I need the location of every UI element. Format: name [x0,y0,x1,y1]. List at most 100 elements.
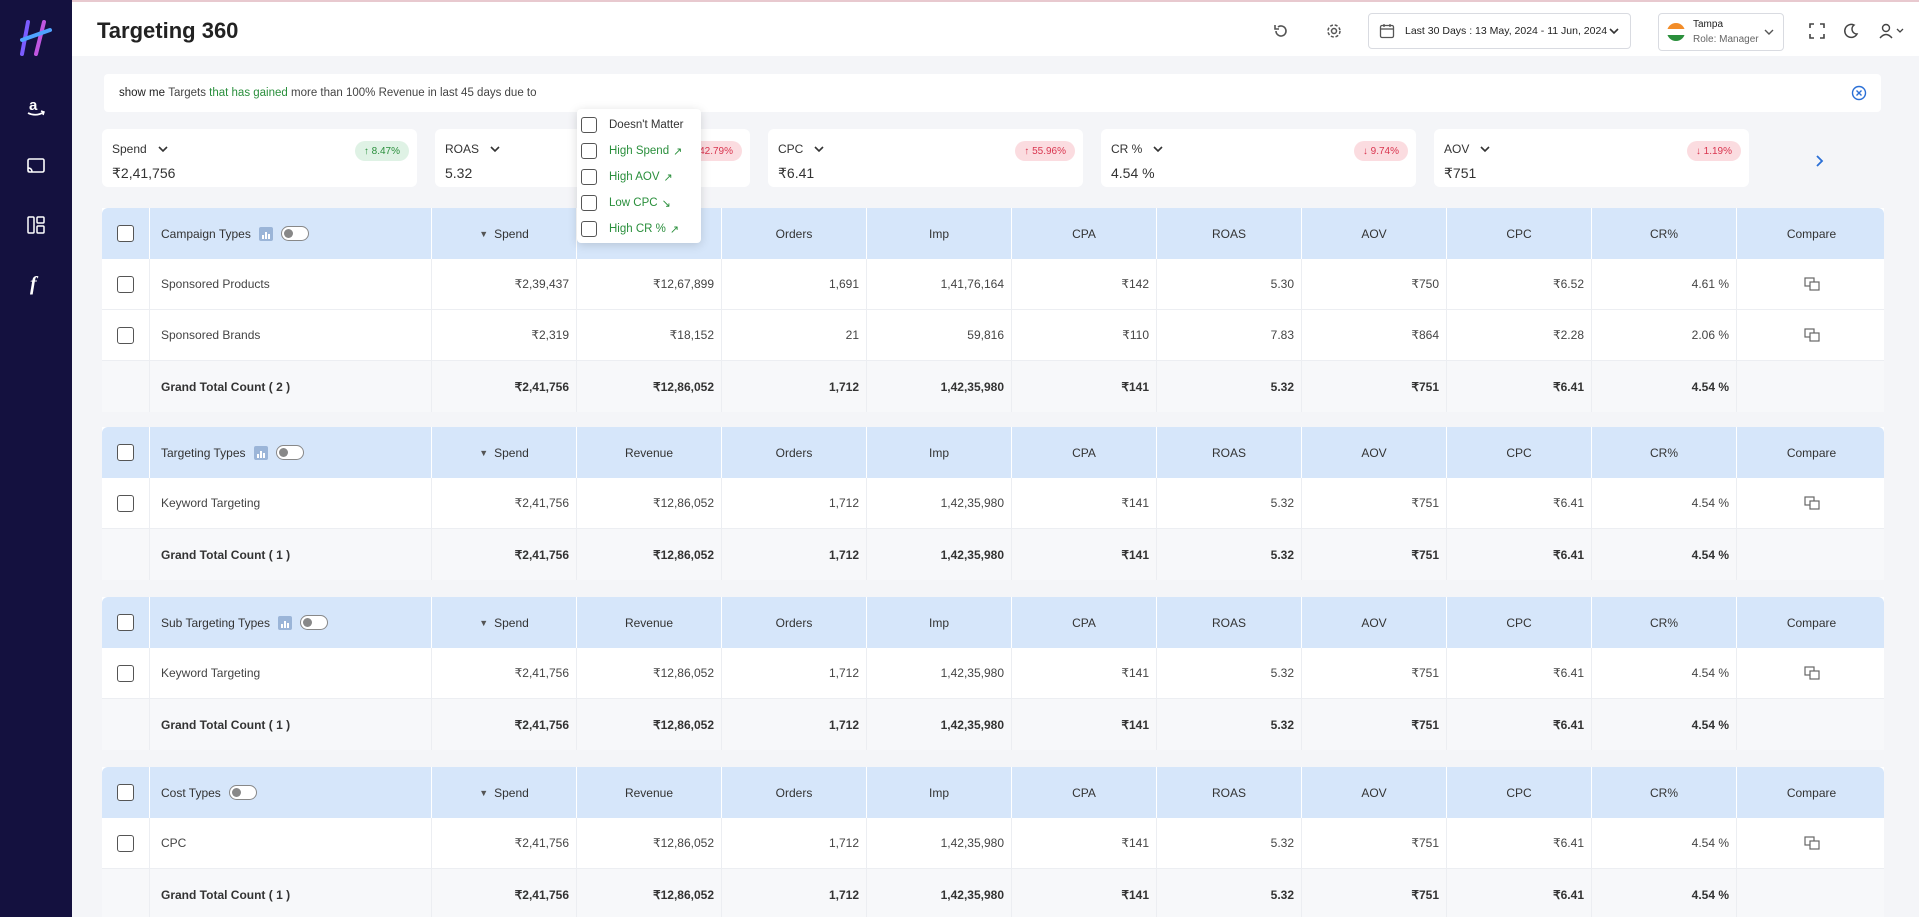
column-header-cpc[interactable]: CPC [1447,597,1592,648]
clear-query-icon[interactable] [1851,85,1867,101]
column-header-orders[interactable]: Orders [722,427,867,478]
chart-toggle[interactable] [228,785,257,800]
column-header-crpct[interactable]: CR% [1592,597,1737,648]
column-header-imp[interactable]: Imp [867,427,1012,478]
column-header-spend[interactable]: ▼ Spend [432,767,577,818]
column-header-aov[interactable]: AOV [1302,767,1447,818]
column-header-spend[interactable]: ▼ Spend [432,427,577,478]
compare-icon[interactable] [1739,648,1884,698]
column-header-revenue[interactable]: Revenue [577,767,722,818]
chart-icon[interactable] [277,615,292,630]
column-header-orders[interactable]: Orders [722,597,867,648]
table-row[interactable]: Sponsored Products ₹2,39,437 ₹12,67,899 1,6… [102,259,1884,310]
column-header-crpct[interactable]: CR% [1592,767,1737,818]
date-range-picker[interactable]: Last 30 Days : 13 May, 2024 - 11 Jun, 20… [1368,13,1631,49]
select-all-checkbox[interactable] [117,784,134,801]
chart-icon[interactable] [258,226,273,241]
chart-toggle[interactable] [280,226,309,241]
column-header-cpa[interactable]: CPA [1012,767,1157,818]
chart-icon[interactable] [253,445,268,460]
checkbox[interactable] [581,169,597,185]
metric-selector[interactable]: ROAS [445,142,501,156]
column-header-cpa[interactable]: CPA [1012,597,1157,648]
column-header-cpa[interactable]: CPA [1012,427,1157,478]
checkbox[interactable] [581,221,597,237]
column-header-roas[interactable]: ROAS [1157,208,1302,259]
chart-toggle[interactable] [275,445,304,460]
row-checkbox[interactable] [117,834,134,852]
column-header-roas[interactable]: ROAS [1157,427,1302,478]
column-header-aov[interactable]: AOV [1302,427,1447,478]
checkbox[interactable] [581,195,597,211]
metric-selector[interactable]: CPC [778,142,825,156]
metric-selector[interactable]: Spend [112,142,169,156]
sort-desc-icon[interactable]: ▼ [479,447,489,458]
column-header-imp[interactable]: Imp [867,597,1012,648]
row-checkbox[interactable] [117,326,134,344]
nl-query-input[interactable]: show me Targets that has gained more tha… [104,74,1881,112]
column-header-aov[interactable]: AOV [1302,208,1447,259]
row-checkbox[interactable] [117,664,134,682]
row-checkbox[interactable] [117,494,134,512]
location-role-selector[interactable]: Tampa Role: Manager [1658,13,1784,51]
column-header-cpc[interactable]: CPC [1447,427,1592,478]
reason-option-high-aov[interactable]: High AOV ↗ [577,164,701,190]
metric-card-aov[interactable]: AOV ₹751 ↓ 1.19% [1434,129,1749,187]
column-header-cpc[interactable]: CPC [1447,767,1592,818]
query-part-entity[interactable]: Targets [168,87,206,99]
table-row[interactable]: Keyword Targeting ₹2,41,756 ₹12,86,052 1,71… [102,648,1884,699]
table-row[interactable]: Keyword Targeting ₹2,41,756 ₹12,86,052 1,71… [102,478,1884,529]
dark-mode-moon-icon[interactable] [1840,20,1862,42]
column-header-orders[interactable]: Orders [722,767,867,818]
fullscreen-icon[interactable] [1806,20,1828,42]
app-logo-icon[interactable] [18,18,54,58]
compare-icon[interactable] [1739,259,1884,309]
cast-icon[interactable] [22,152,50,180]
reason-option-high-spend[interactable]: High Spend ↗ [577,138,701,164]
compare-icon[interactable] [1739,818,1884,868]
table-row[interactable]: CPC ₹2,41,756 ₹12,86,052 1,712 1,42,35,980 ₹1… [102,818,1884,869]
sort-desc-icon[interactable]: ▼ [479,617,489,628]
checkbox[interactable] [581,143,597,159]
amazon-icon[interactable]: a [22,93,50,121]
dashboard-icon[interactable] [22,211,50,239]
column-header-imp[interactable]: Imp [867,767,1012,818]
metric-selector[interactable]: AOV [1444,142,1491,156]
function-icon[interactable]: f [22,270,50,298]
reason-option-low-cpc[interactable]: Low CPC ↘ [577,190,701,216]
checkbox[interactable] [581,117,597,133]
sort-desc-icon[interactable]: ▼ [479,228,489,239]
column-header-revenue[interactable]: Revenue [577,427,722,478]
column-header-cpa[interactable]: CPA [1012,208,1157,259]
user-profile-icon[interactable] [1878,20,1908,42]
column-header-spend[interactable]: ▼ Spend [432,597,577,648]
column-header-imp[interactable]: Imp [867,208,1012,259]
reason-option-high-cr[interactable]: High CR % ↗ [577,216,701,242]
metric-card-spend[interactable]: Spend ₹2,41,756 ↑ 8.47% [102,129,417,187]
metrics-next-arrow-icon[interactable] [1808,150,1830,172]
column-header-aov[interactable]: AOV [1302,597,1447,648]
query-part-condition[interactable]: that has gained [209,87,288,99]
column-header-roas[interactable]: ROAS [1157,767,1302,818]
chart-toggle[interactable] [299,615,328,630]
column-header-crpct[interactable]: CR% [1592,427,1737,478]
column-header-cpc[interactable]: CPC [1447,208,1592,259]
column-header-orders[interactable]: Orders [722,208,867,259]
refresh-icon[interactable] [1270,20,1292,42]
metric-card-cpc[interactable]: CPC ₹6.41 ↑ 55.96% [768,129,1083,187]
settings-gear-icon[interactable] [1323,20,1345,42]
select-all-checkbox[interactable] [117,225,134,242]
metric-selector[interactable]: CR % [1111,142,1164,156]
column-header-revenue[interactable]: Revenue [577,597,722,648]
column-header-spend[interactable]: ▼ Spend [432,208,577,259]
row-checkbox[interactable] [117,275,134,293]
table-row[interactable]: Sponsored Brands ₹2,319 ₹18,152 21 59,816 ₹11… [102,310,1884,361]
compare-icon[interactable] [1739,310,1884,360]
column-header-roas[interactable]: ROAS [1157,597,1302,648]
column-header-crpct[interactable]: CR% [1592,208,1737,259]
select-all-checkbox[interactable] [117,614,134,631]
select-all-checkbox[interactable] [117,444,134,461]
compare-icon[interactable] [1739,478,1884,528]
sort-desc-icon[interactable]: ▼ [479,787,489,798]
reason-option-doesnt-matter[interactable]: Doesn't Matter [577,112,701,138]
